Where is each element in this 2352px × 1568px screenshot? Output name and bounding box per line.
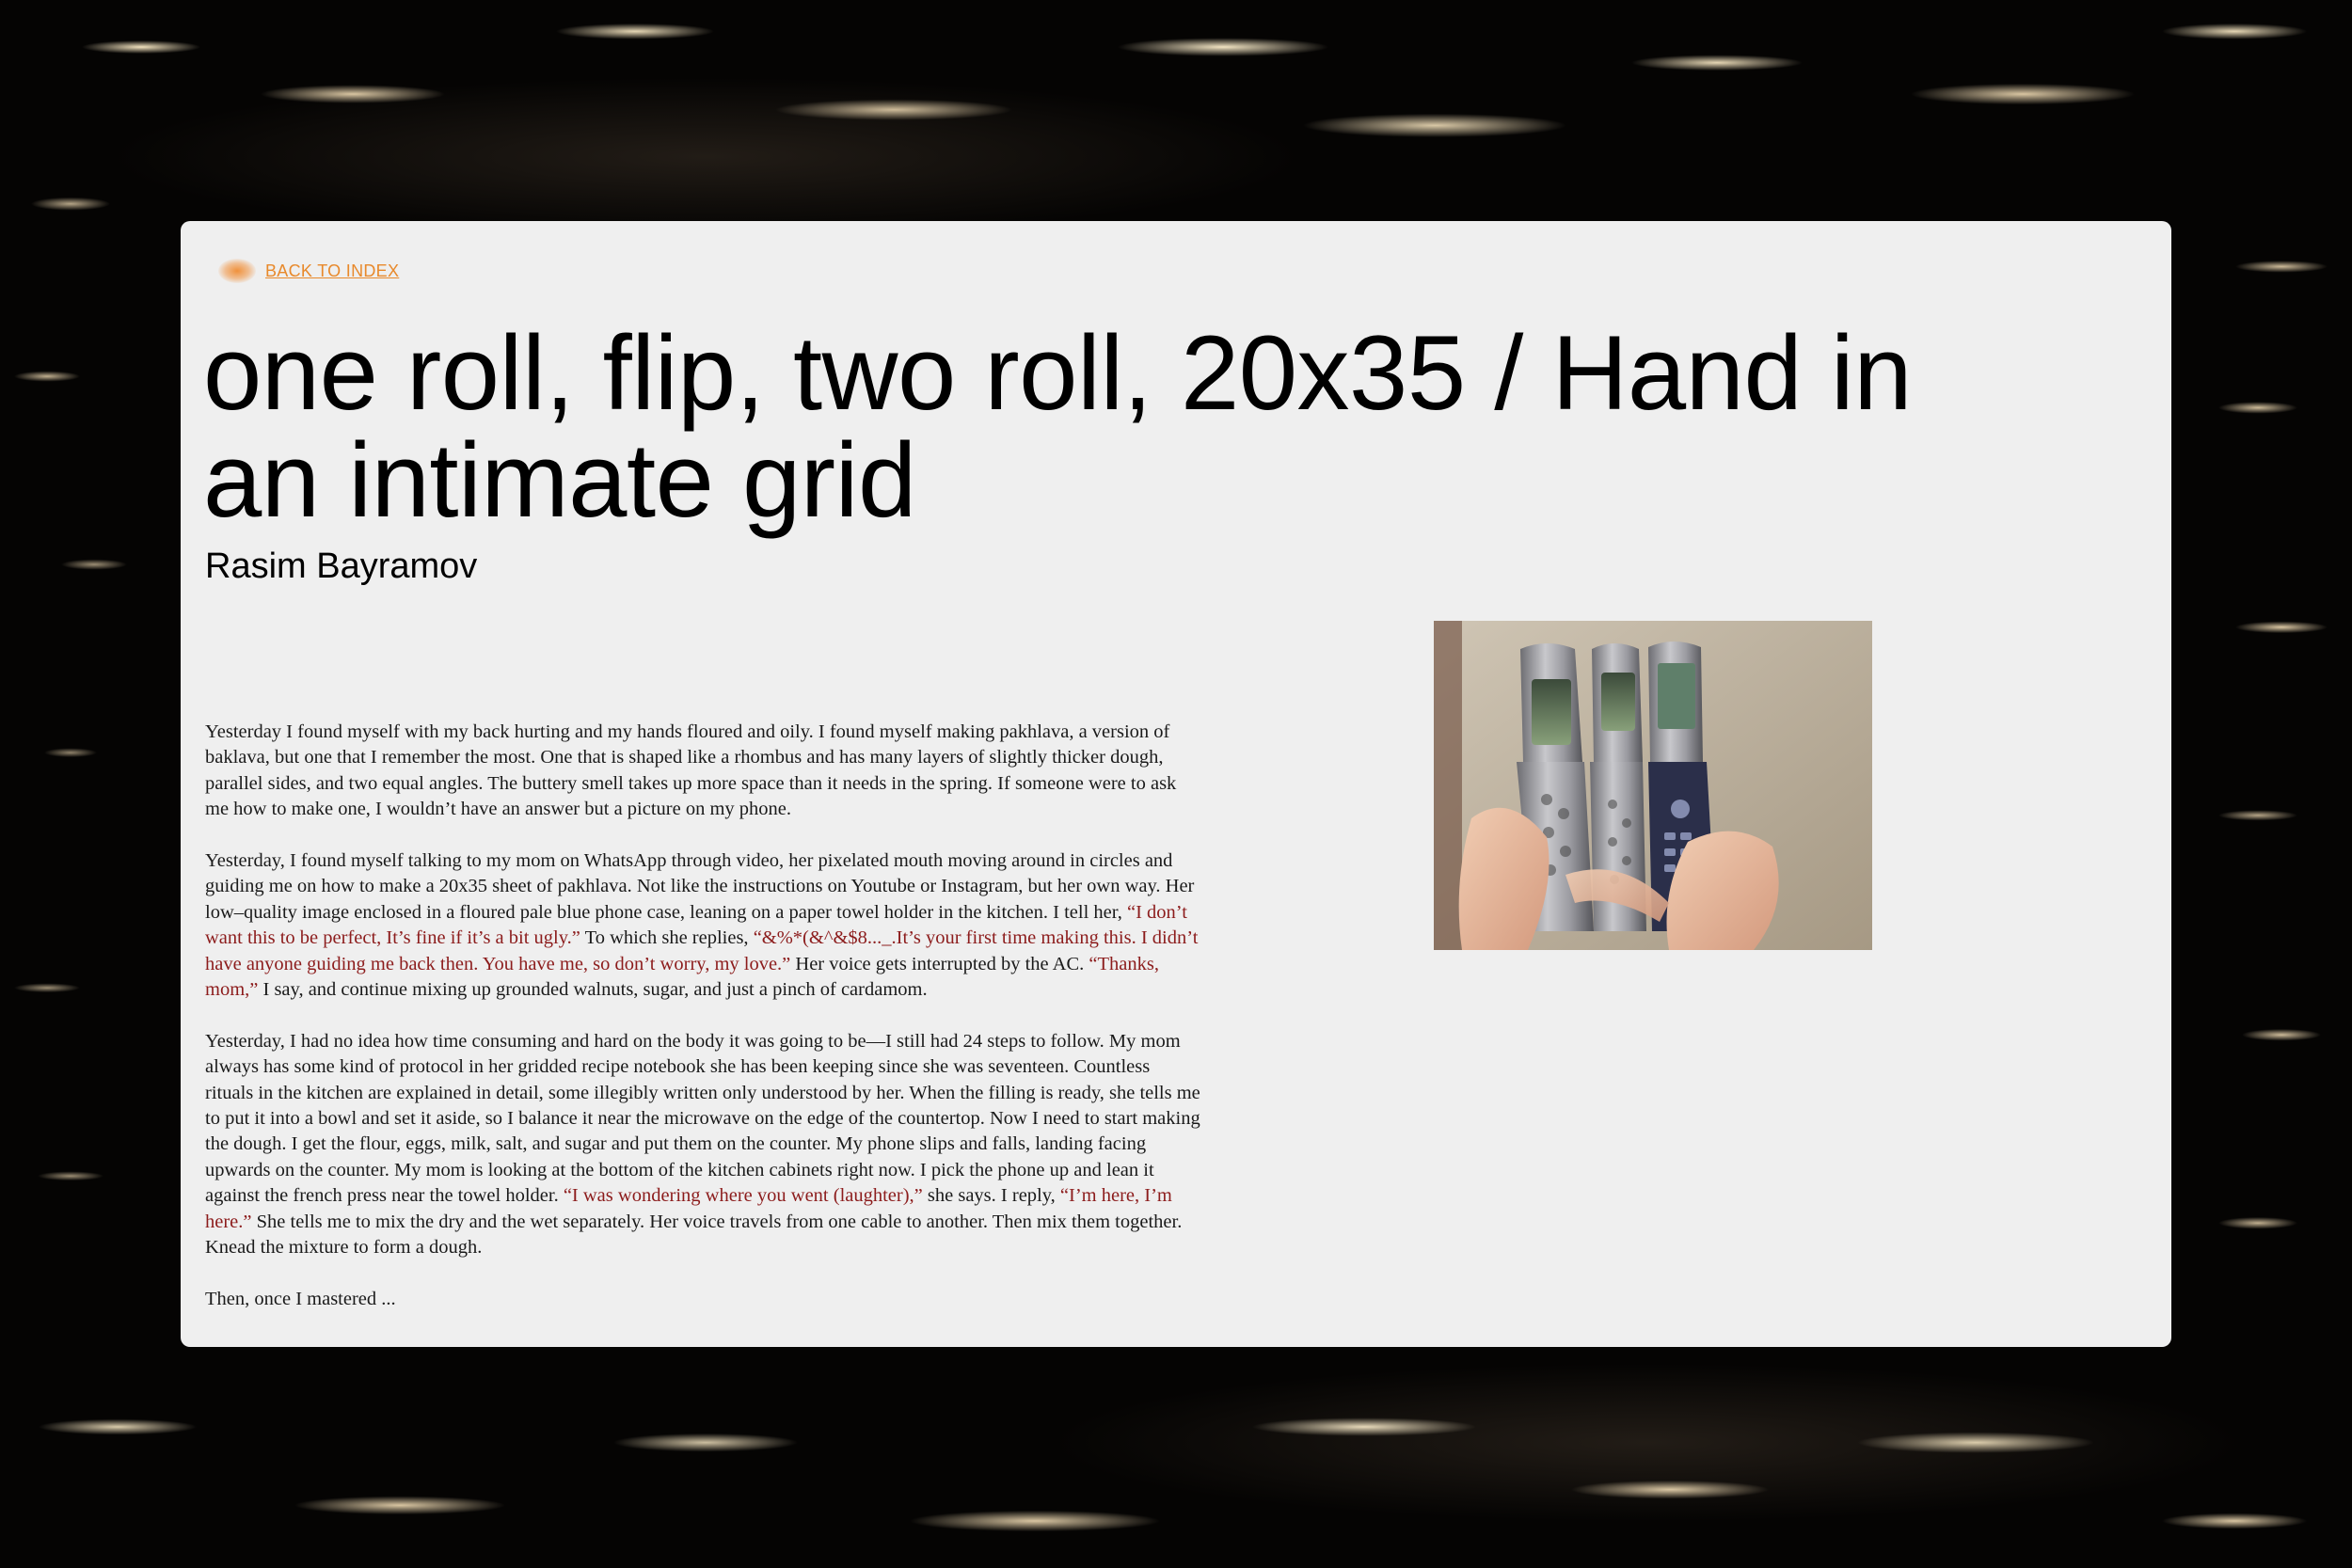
article-paragraph: Yesterday, I found myself talking to my …: [205, 848, 1202, 1003]
dialogue-quote: “&%*(&^&$8..._.It’s your first time maki…: [205, 927, 1199, 974]
article-author: Rasim Bayramov: [205, 546, 478, 586]
article-body: Yesterday I found myself with my back hu…: [205, 720, 1202, 1338]
article-paragraph: Then, once I mastered ...: [205, 1287, 1202, 1312]
article-panel: BACK TO INDEX one roll, flip, two roll, …: [181, 221, 2171, 1347]
paragraph-text: Then, once I mastered ...: [205, 1288, 396, 1309]
back-to-index-link[interactable]: BACK TO INDEX: [218, 259, 399, 283]
article-photo-flip-phones: [1434, 621, 1872, 950]
article-title: one roll, flip, two roll, 20x35 / Hand i…: [203, 314, 1913, 539]
dialogue-quote: “Thanks, mom,”: [205, 953, 1159, 1001]
paragraph-text: Her voice gets interrupted by the AC.: [790, 953, 1089, 974]
paragraph-text: Yesterday, I had no idea how time consum…: [205, 1030, 1200, 1207]
paragraph-text: I say, and continue mixing up grounded w…: [258, 979, 928, 1001]
paragraph-text: She tells me to mix the dry and the wet …: [205, 1211, 1183, 1259]
dialogue-quote: “I was wondering where you went (laughte…: [563, 1185, 923, 1207]
paragraph-text: she says. I reply,: [922, 1185, 1060, 1207]
article-paragraph: Yesterday, I had no idea how time consum…: [205, 1029, 1202, 1261]
dialogue-quote: “I don’t want this to be perfect, It’s f…: [205, 901, 1187, 949]
flip-phones-illustration: [1434, 621, 1872, 950]
back-to-index-label: BACK TO INDEX: [265, 261, 400, 280]
article-paragraph: Yesterday I found myself with my back hu…: [205, 720, 1202, 823]
dialogue-quote: “I’m here, I’m here.”: [205, 1185, 1172, 1232]
paragraph-text: To which she replies,: [580, 927, 754, 949]
paragraph-text: Yesterday I found myself with my back hu…: [205, 721, 1177, 820]
orange-dot-icon: [218, 259, 256, 283]
paragraph-text: Yesterday, I found myself talking to my …: [205, 850, 1195, 923]
